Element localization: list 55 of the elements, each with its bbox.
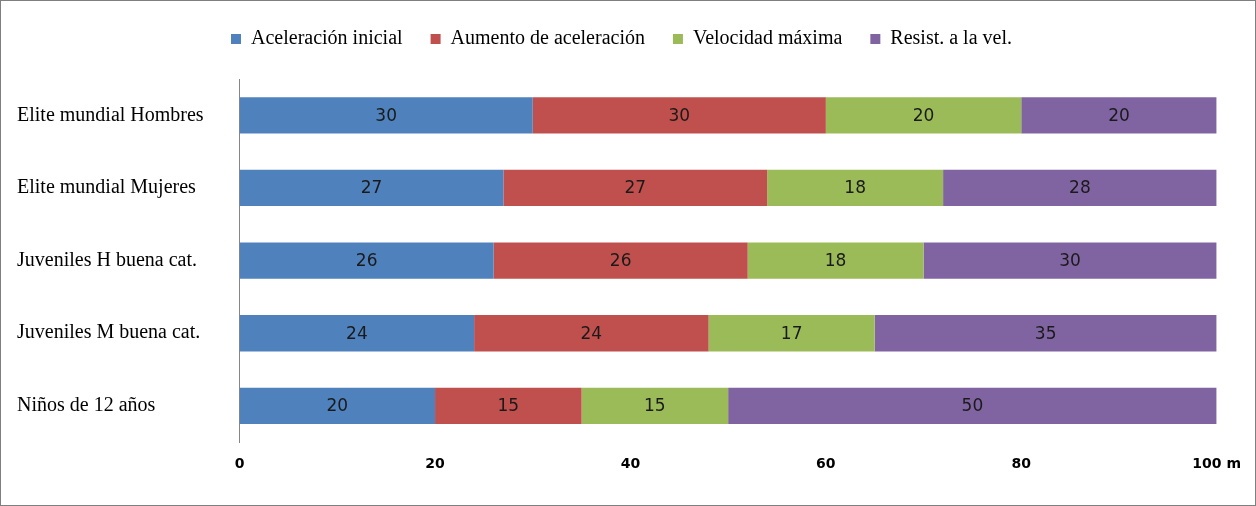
data-label: 30	[1059, 250, 1081, 271]
legend-label: Velocidad máxima	[692, 26, 843, 49]
data-label: 17	[780, 322, 803, 343]
legend-label: Resist. a la vel.	[890, 26, 1012, 49]
y-tick-label: Elite mundial Mujeres	[17, 175, 197, 199]
bar	[943, 169, 1217, 207]
x-tick-label: 60	[816, 455, 836, 472]
bar	[708, 315, 875, 352]
bar	[239, 242, 494, 279]
bar	[239, 387, 436, 425]
bar	[239, 97, 533, 134]
bar	[767, 169, 944, 207]
data-label: 15	[644, 395, 666, 416]
legend-label: Aceleración inicial	[251, 26, 404, 49]
bar	[1021, 97, 1217, 134]
bar	[435, 387, 582, 425]
data-label: 30	[375, 104, 398, 125]
bar	[581, 387, 729, 425]
data-label: 27	[360, 177, 383, 198]
legend-label: Aumento de aceleración	[450, 26, 645, 49]
y-tick-label: Niños de 12 años	[17, 393, 156, 416]
bar	[493, 242, 748, 279]
data-label: 24	[580, 322, 603, 343]
bar	[923, 242, 1217, 279]
bar	[503, 169, 768, 207]
bar	[825, 97, 1022, 134]
data-label: 20	[326, 395, 349, 416]
data-label: 24	[346, 322, 368, 343]
x-tick-label: 40	[620, 455, 641, 472]
data-label: 26	[355, 250, 378, 271]
bar	[728, 387, 1217, 425]
data-label: 28	[1069, 177, 1091, 198]
x-tick-label: 20	[425, 455, 446, 472]
data-label: 26	[609, 250, 632, 271]
y-tick-label: Juveniles M buena cat.	[17, 320, 201, 343]
y-tick-label: Juveniles H buena cat.	[17, 247, 197, 270]
bar	[747, 242, 924, 279]
y-tick-label: Elite mundial Hombres	[17, 102, 204, 125]
x-tick-label: 100 m	[1192, 455, 1241, 472]
x-tick-label: 0	[234, 455, 245, 472]
data-label: 20	[912, 104, 935, 125]
bar	[239, 169, 504, 207]
data-label: 18	[844, 177, 866, 198]
data-label: 15	[497, 395, 520, 416]
data-label: 27	[624, 177, 647, 198]
bar	[532, 97, 826, 134]
data-label: 18	[824, 250, 847, 271]
bar	[239, 315, 475, 352]
bar	[874, 315, 1217, 352]
bar	[474, 315, 709, 352]
data-label: 50	[961, 395, 984, 416]
x-tick-label: 80	[1011, 455, 1032, 472]
data-label: 30	[668, 104, 691, 125]
data-label: 20	[1108, 104, 1130, 125]
data-label: 35	[1034, 322, 1057, 343]
